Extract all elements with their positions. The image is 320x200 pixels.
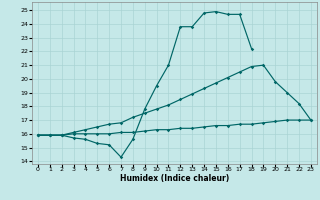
X-axis label: Humidex (Indice chaleur): Humidex (Indice chaleur) — [120, 174, 229, 183]
